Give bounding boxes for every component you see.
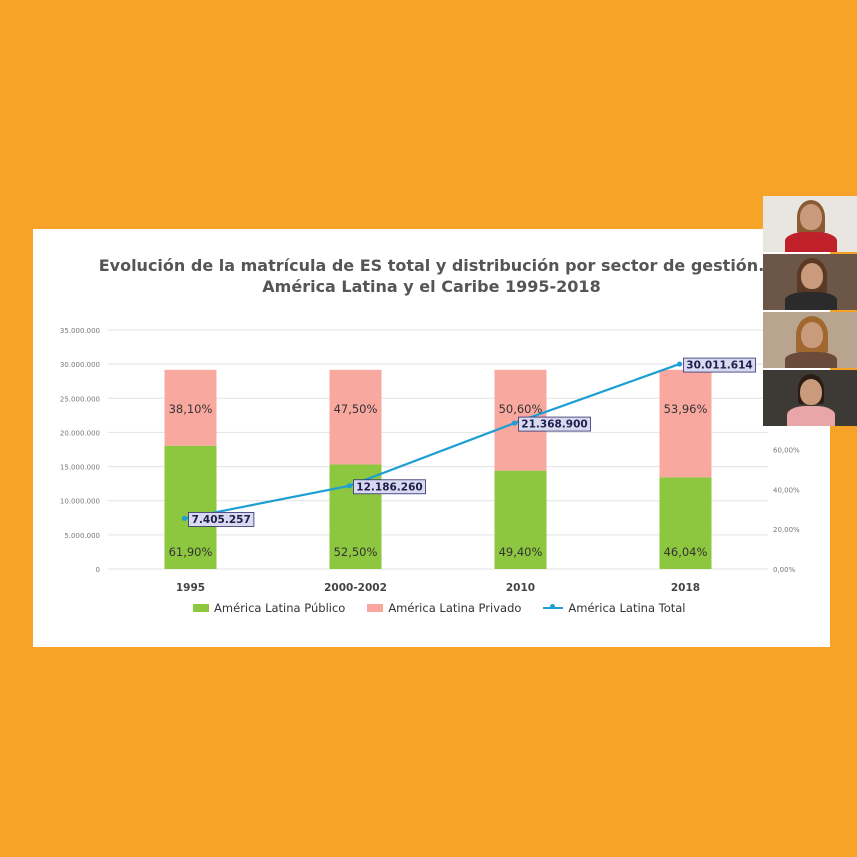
- legend-item-publico: América Latina Público: [193, 601, 345, 615]
- x-tick-label: 2010: [506, 582, 535, 594]
- y-right-tick-label: 0,00%: [773, 566, 796, 574]
- participant-face: [801, 322, 823, 348]
- bar-privado: [164, 369, 217, 446]
- y-right-tick-label: 40,00%: [773, 486, 800, 494]
- legend-swatch-privado: [367, 604, 384, 612]
- participant-tile-4[interactable]: [763, 370, 857, 426]
- data-label-privado: 53,96%: [664, 402, 708, 416]
- y-right-tick-label: 60,00%: [773, 447, 800, 455]
- bar-publico: [659, 477, 712, 569]
- y-left-tick-label: 0: [96, 566, 100, 574]
- point-total: [511, 420, 518, 426]
- data-label-total: 7.405.257: [192, 514, 251, 526]
- legend-swatch-publico: [193, 604, 209, 612]
- legend-item-privado: América Latina Privado: [367, 601, 521, 615]
- y-right-tick-label: 20,00%: [773, 526, 800, 534]
- x-tick-label: 2018: [671, 582, 700, 594]
- participant-body: [785, 232, 837, 252]
- data-label-total: 30.011.614: [686, 360, 752, 372]
- data-label-total: 21.368.900: [521, 419, 587, 431]
- legend-item-total: América Latina Total: [543, 601, 686, 615]
- legend-label-publico: América Latina Público: [214, 601, 346, 615]
- bar-publico: [164, 445, 217, 569]
- data-label-publico: 52,50%: [334, 545, 378, 559]
- bar-privado: [659, 369, 712, 478]
- point-total: [181, 515, 188, 522]
- participant-face: [801, 263, 823, 289]
- participant-tile-3[interactable]: [763, 312, 857, 368]
- data-label-privado: 47,50%: [334, 402, 378, 416]
- participant-body: [787, 406, 835, 426]
- data-label-publico: 61,90%: [169, 545, 213, 559]
- legend-label-total: América Latina Total: [568, 601, 686, 615]
- data-label-publico: 49,40%: [499, 545, 543, 559]
- data-label-total-box: [188, 512, 255, 527]
- x-tick-label: 2000-2002: [324, 582, 387, 594]
- data-label-total-box: [683, 357, 756, 373]
- y-left-tick-label: 5.000.000: [64, 532, 100, 540]
- y-left-tick-label: 20.000.000: [60, 429, 100, 437]
- participant-tile-1[interactable]: [763, 196, 857, 252]
- participant-body: [785, 292, 837, 310]
- data-label-total-box: [353, 479, 426, 495]
- legend-swatch-total: [543, 604, 564, 609]
- y-left-tick-label: 25.000.000: [60, 395, 100, 403]
- data-label-total-box: [518, 416, 591, 432]
- legend-label-privado: América Latina Privado: [388, 601, 522, 615]
- y-left-tick-label: 35.000.000: [60, 327, 100, 335]
- chart-legend: América Latina Público América Latina Pr…: [193, 601, 753, 615]
- data-label-privado: 50,60%: [499, 402, 543, 416]
- y-left-tick-label: 10.000.000: [60, 498, 100, 506]
- participant-face: [800, 204, 822, 230]
- chart-slide: Evolución de la matrícula de ES total y …: [33, 229, 830, 647]
- chart-subtitle: América Latina y el Caribe 1995-2018: [262, 277, 601, 296]
- line-total: [184, 363, 680, 520]
- participant-tile-2[interactable]: [763, 254, 857, 310]
- y-left-tick-label: 30.000.000: [60, 361, 100, 369]
- point-total: [346, 483, 353, 489]
- chart-title: Evolución de la matrícula de ES total y …: [98, 256, 765, 275]
- data-label-privado: 38,10%: [169, 402, 213, 416]
- bar-privado: [329, 369, 382, 465]
- chart-plot: 0 5.000.000 10.000.000 15.000.000 20.000.000…: [60, 327, 800, 594]
- bar-publico: [494, 470, 547, 569]
- participant-face: [800, 379, 822, 405]
- x-tick-label: 1995: [176, 582, 205, 594]
- data-label-publico: 46,04%: [664, 545, 708, 559]
- y-left-tick-label: 15.000.000: [60, 464, 100, 472]
- data-label-total: 12.186.260: [356, 481, 422, 493]
- point-total: [676, 361, 683, 367]
- participant-body: [785, 352, 837, 368]
